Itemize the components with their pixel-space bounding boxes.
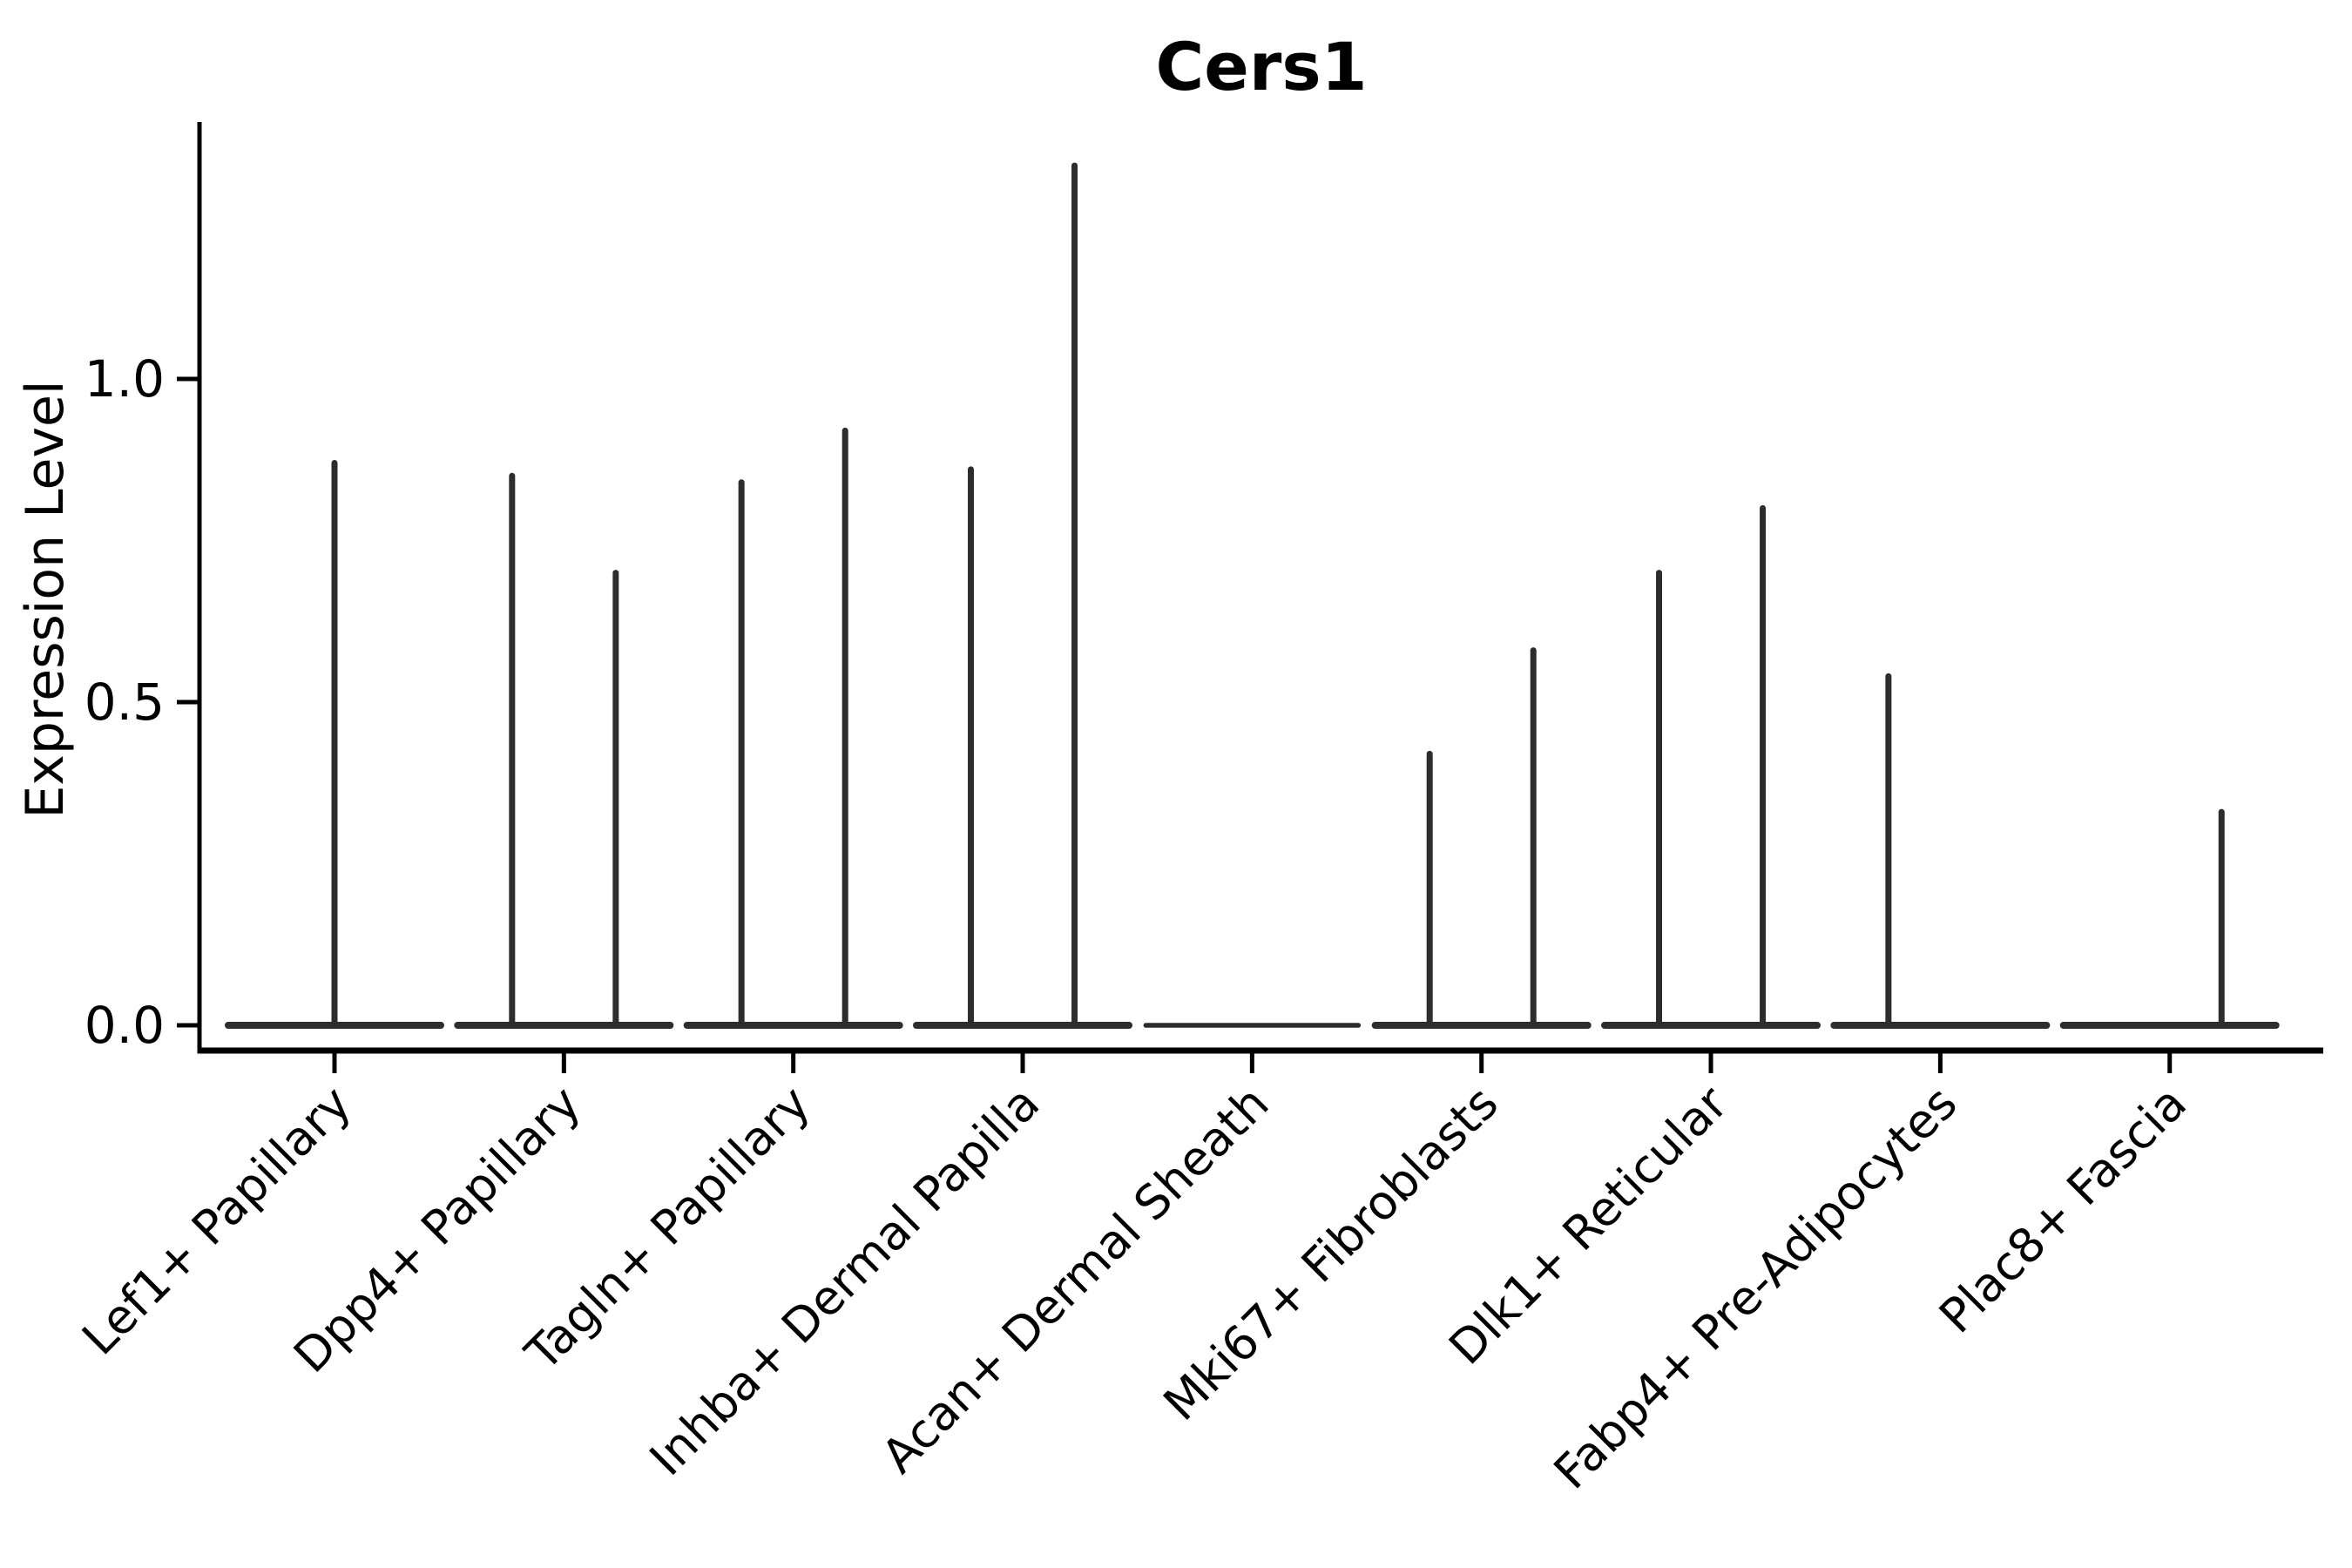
y-axis-label: Expression Level — [15, 380, 76, 818]
chart-title: Cers1 — [1156, 28, 1368, 105]
x-tick-label: Plac8+ Fascia — [1929, 1076, 2197, 1344]
y-tick-label: 0.5 — [84, 672, 165, 732]
x-tick-label: Acan+ Dermal Sheath — [871, 1076, 1279, 1484]
x-tick-label: Inhba+ Dermal Papilla — [639, 1076, 1050, 1486]
y-tick-label: 0.0 — [84, 996, 165, 1055]
x-tick-label: Fabp4+ Pre-Adipocytes — [1544, 1076, 1968, 1500]
y-tick-label: 1.0 — [84, 349, 165, 409]
